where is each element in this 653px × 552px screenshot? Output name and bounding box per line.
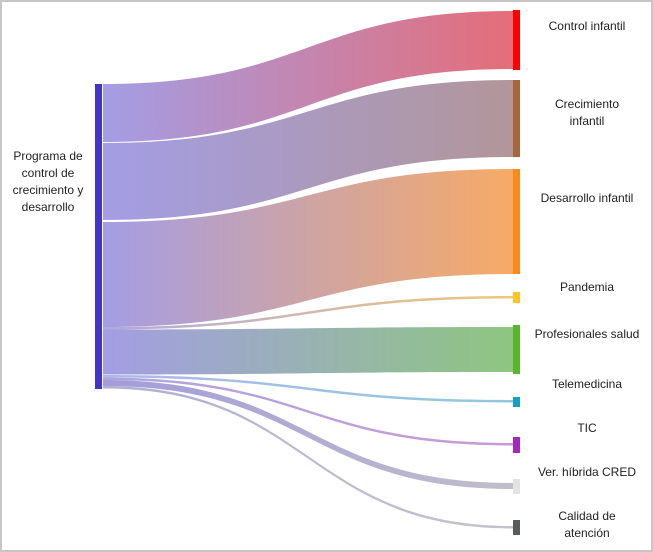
- sankey-link-control: [103, 11, 513, 142]
- sankey-link-crecimiento: [103, 80, 513, 220]
- node-label-ver-hibrida-cred: Ver. híbrida CRED: [537, 465, 637, 479]
- sankey-node-telemedicina: [513, 397, 520, 407]
- sankey-link-verhibrida: [103, 380, 513, 489]
- sankey-link-calidad: [103, 386, 513, 529]
- sankey-link-tic: [103, 377, 513, 446]
- sankey-link-desarrollo: [103, 169, 513, 327]
- sankey-node-profesionales: [513, 325, 520, 374]
- sankey-node-source: [95, 84, 102, 389]
- node-label-profesionales-salud: Profesionales salud: [534, 327, 640, 341]
- node-label-calidad-de-atencion: Calidad de atención: [558, 509, 616, 540]
- sankey-link-pandemia: [103, 296, 513, 330]
- node-label-tic: TIC: [577, 421, 597, 435]
- sankey-link-profesionales: [103, 327, 513, 375]
- sankey-node-calidad: [513, 520, 520, 535]
- node-label-telemedicina: Telemedicina: [551, 377, 623, 391]
- node-label-crecimiento-infantil: Crecimiento infantil: [554, 97, 620, 128]
- sankey-node-crecimiento: [513, 80, 520, 157]
- node-label-desarrollo-infantil: Desarrollo infantil: [540, 191, 634, 205]
- sankey-node-tic: [513, 437, 520, 453]
- node-label-control-infantil: Control infantil: [548, 19, 626, 33]
- sankey-node-pandemia: [513, 292, 520, 303]
- node-label-pandemia: Pandemia: [559, 280, 615, 294]
- sankey-node-desarrollo: [513, 169, 520, 274]
- sankey-node-control: [513, 10, 520, 70]
- node-label-source: Programa de control de crecimiento y des…: [12, 149, 84, 214]
- sankey-link-telemedicina: [103, 375, 513, 403]
- sankey-node-verhibrida: [513, 479, 520, 494]
